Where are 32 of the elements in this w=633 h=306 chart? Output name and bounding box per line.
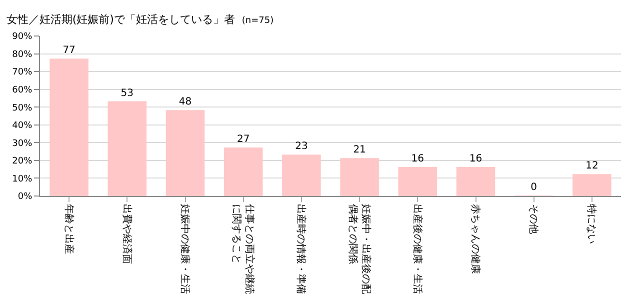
y-tick-label: 30% [12, 138, 33, 149]
data-label: 16 [411, 154, 424, 165]
x-tick-label: 年齢と出産 [62, 204, 75, 254]
data-label: 53 [120, 88, 134, 99]
data-label: 48 [178, 96, 192, 108]
y-tick-label: 70% [12, 68, 33, 78]
chart-subtitle: (n=75) [242, 16, 274, 26]
data-label: 27 [236, 134, 250, 145]
x-tick-label: その他 [528, 204, 540, 234]
y-tick-label: 0% [18, 192, 33, 202]
y-tick-label: 50% [12, 103, 33, 114]
x-tick-label: 仕事との両立や継続に関すること [230, 204, 256, 294]
y-tick-label: 60% [12, 85, 33, 96]
x-tick-label: 妊娠中・出産後の配偶者との関係 [346, 204, 372, 294]
data-label: 0 [530, 182, 538, 193]
y-tick-label: 80% [12, 50, 33, 60]
chart-title: 女性／妊活期(妊娠前)で「妊活をしている」者 [6, 13, 235, 26]
x-tick-label: 赤ちゃんの健康 [470, 204, 482, 274]
data-label: 77 [62, 45, 76, 56]
data-label: 12 [586, 160, 598, 172]
y-tick-label: 90% [12, 32, 33, 42]
data-label: 21 [353, 144, 366, 156]
y-tick-label: 40% [12, 121, 33, 132]
data-label: 23 [295, 141, 308, 152]
data-label: 16 [469, 154, 482, 165]
x-tick-label: 出費や経済面 [120, 204, 133, 264]
y-tick-label: 10% [12, 174, 33, 184]
x-tick-label: 特にない [586, 204, 598, 244]
y-tick-label: 20% [12, 156, 33, 167]
x-tick-label: 出産後の健康・生活 [411, 204, 424, 294]
x-tick-label: 妊娠中の健康・生活 [179, 204, 191, 294]
x-tick-label: 出産時の情報・準備 [295, 204, 308, 294]
